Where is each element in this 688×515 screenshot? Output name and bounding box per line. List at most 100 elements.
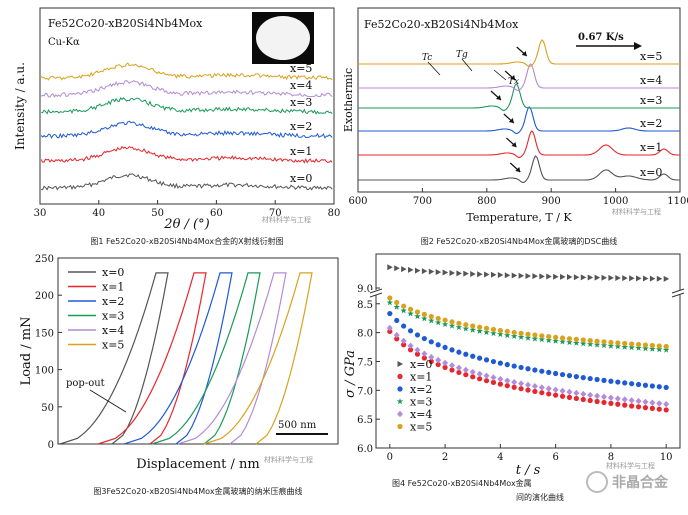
- stress-ytick-label: 9.0: [357, 284, 373, 295]
- nano-legend-label-x=2: x=2: [102, 295, 124, 308]
- stress-watermark: 材料科学与工程: [606, 461, 655, 470]
- stress-point-x=0: [463, 270, 469, 277]
- nano-ytick-label: 200: [35, 291, 54, 302]
- stress-point-x=5: [428, 313, 434, 320]
- stress-point-x=2: [428, 339, 434, 345]
- stress-point-x=5: [442, 317, 448, 323]
- dsc-arrowhead-x=5: [521, 51, 527, 56]
- stress-point-x=2: [622, 380, 628, 386]
- stress-point-x=1: [525, 387, 531, 393]
- stress-point-x=3: [580, 340, 587, 347]
- stress-point-x=5: [622, 340, 628, 347]
- dsc-rate-arrowhead: [634, 42, 642, 50]
- xrd-xtick-label: 60: [210, 208, 223, 219]
- stress-point-x=2: [559, 371, 566, 378]
- stress-point-x=0: [518, 272, 525, 279]
- stress-point-x=2: [532, 367, 538, 373]
- xrd-label-x=0: x=0: [290, 172, 312, 185]
- stress-point-x=1: [656, 406, 662, 412]
- dsc-arrowhead-x=0: [515, 167, 521, 172]
- stress-point-x=4: [490, 374, 497, 381]
- stress-point-x=1: [587, 397, 593, 404]
- stress-point-x=3: [649, 345, 656, 352]
- stress-point-x=4: [607, 394, 614, 401]
- stress-ytick-label: 7.5: [357, 357, 373, 368]
- nano-ytick-label: 0: [48, 440, 54, 451]
- stress-point-x=4: [525, 381, 531, 389]
- stress-point-x=1: [663, 407, 669, 413]
- xrd-label-x=2: x=2: [290, 120, 312, 133]
- stress-point-x=4: [649, 399, 656, 406]
- stress-point-x=1: [615, 401, 621, 407]
- stress-point-x=1: [421, 355, 427, 361]
- xrd-xtick-label: 80: [328, 208, 341, 219]
- xrd-xtick-label: 70: [269, 208, 282, 219]
- stress-point-x=2: [656, 384, 662, 390]
- stress-point-x=2: [546, 369, 552, 375]
- stress-point-x=0: [387, 264, 393, 271]
- stress-point-x=2: [456, 349, 462, 355]
- stress-point-x=2: [463, 351, 469, 357]
- dsc-tx-label: Tx: [508, 77, 519, 87]
- stress-point-x=3: [607, 342, 615, 349]
- stress-point-x=4: [449, 362, 455, 369]
- stress-point-x=1: [532, 388, 538, 395]
- stress-point-x=0: [470, 270, 476, 277]
- stress-point-x=1: [387, 328, 393, 335]
- stress-point-x=4: [566, 388, 573, 396]
- stress-point-x=1: [635, 404, 642, 410]
- nano-legend-label-x=3: x=3: [102, 310, 124, 323]
- nano-popout-label: pop-out: [66, 378, 105, 389]
- stress-point-x=3: [504, 331, 511, 339]
- stress-point-x=1: [546, 391, 552, 397]
- stress-point-x=3: [635, 344, 642, 351]
- dsc-series-x=2: [358, 106, 680, 135]
- stress-point-x=5: [518, 330, 524, 336]
- stress-point-x=1: [580, 396, 586, 403]
- stress-point-x=4: [400, 337, 407, 345]
- stress-point-x=5: [559, 335, 566, 341]
- stress-xtick-label: 4: [497, 452, 503, 463]
- stress-point-x=5: [504, 328, 510, 335]
- stress-point-x=4: [635, 397, 642, 405]
- stress-point-x=1: [477, 376, 483, 382]
- xrd-xtick-label: 40: [92, 208, 105, 219]
- stress-point-x=3: [593, 341, 601, 348]
- stress-point-x=1: [463, 372, 469, 378]
- stress-xtick-label: 6: [552, 452, 558, 463]
- stress-legend-marker-x=0: [397, 361, 403, 367]
- stress-point-x=3: [559, 338, 566, 345]
- stress-plot-area: [375, 253, 681, 449]
- dsc-xtick-label: 900: [542, 196, 561, 207]
- stress-point-x=3: [393, 303, 400, 310]
- xrd-chart: x=0 x=1 x=2 x=3 x=4 x=5 30 40 50 60 70 80 Fe52Co20…: [13, 7, 341, 232]
- stress-legend-label-x=5: x=5: [410, 421, 432, 434]
- stress-point-x=5: [490, 326, 497, 333]
- stress-point-x=0: [566, 274, 573, 281]
- stress-point-x=0: [629, 275, 635, 282]
- stress-point-x=0: [497, 272, 504, 279]
- stress-point-x=0: [449, 269, 455, 276]
- stress-point-x=2: [435, 342, 441, 348]
- stress-point-x=4: [483, 372, 490, 379]
- stress-point-x=0: [408, 266, 414, 273]
- stress-point-x=3: [490, 330, 497, 337]
- dsc-arrowhead-x=2: [508, 118, 514, 123]
- xrd-series-x=5: [40, 62, 333, 81]
- stress-point-x=3: [642, 345, 649, 352]
- stress-caption-1: 图4 Fe52Co20-xB20Si4Nb4Mox金属: [392, 479, 532, 488]
- stress-point-x=5: [601, 339, 607, 345]
- stress-point-x=5: [573, 336, 579, 342]
- stress-point-x=4: [531, 383, 538, 390]
- stress-point-x=5: [566, 336, 573, 342]
- dsc-plot-area: [357, 7, 681, 193]
- stress-point-x=3: [407, 310, 414, 317]
- stress-point-x=0: [525, 272, 531, 279]
- nano-legend-label-x=1: x=1: [102, 281, 124, 294]
- stress-point-x=1: [629, 403, 635, 409]
- stress-point-x=3: [566, 339, 573, 346]
- stress-point-x=2: [483, 357, 490, 363]
- stress-point-x=5: [525, 331, 531, 337]
- nano-xlabel: Displacement / nm: [136, 457, 259, 472]
- stress-point-x=1: [559, 393, 566, 399]
